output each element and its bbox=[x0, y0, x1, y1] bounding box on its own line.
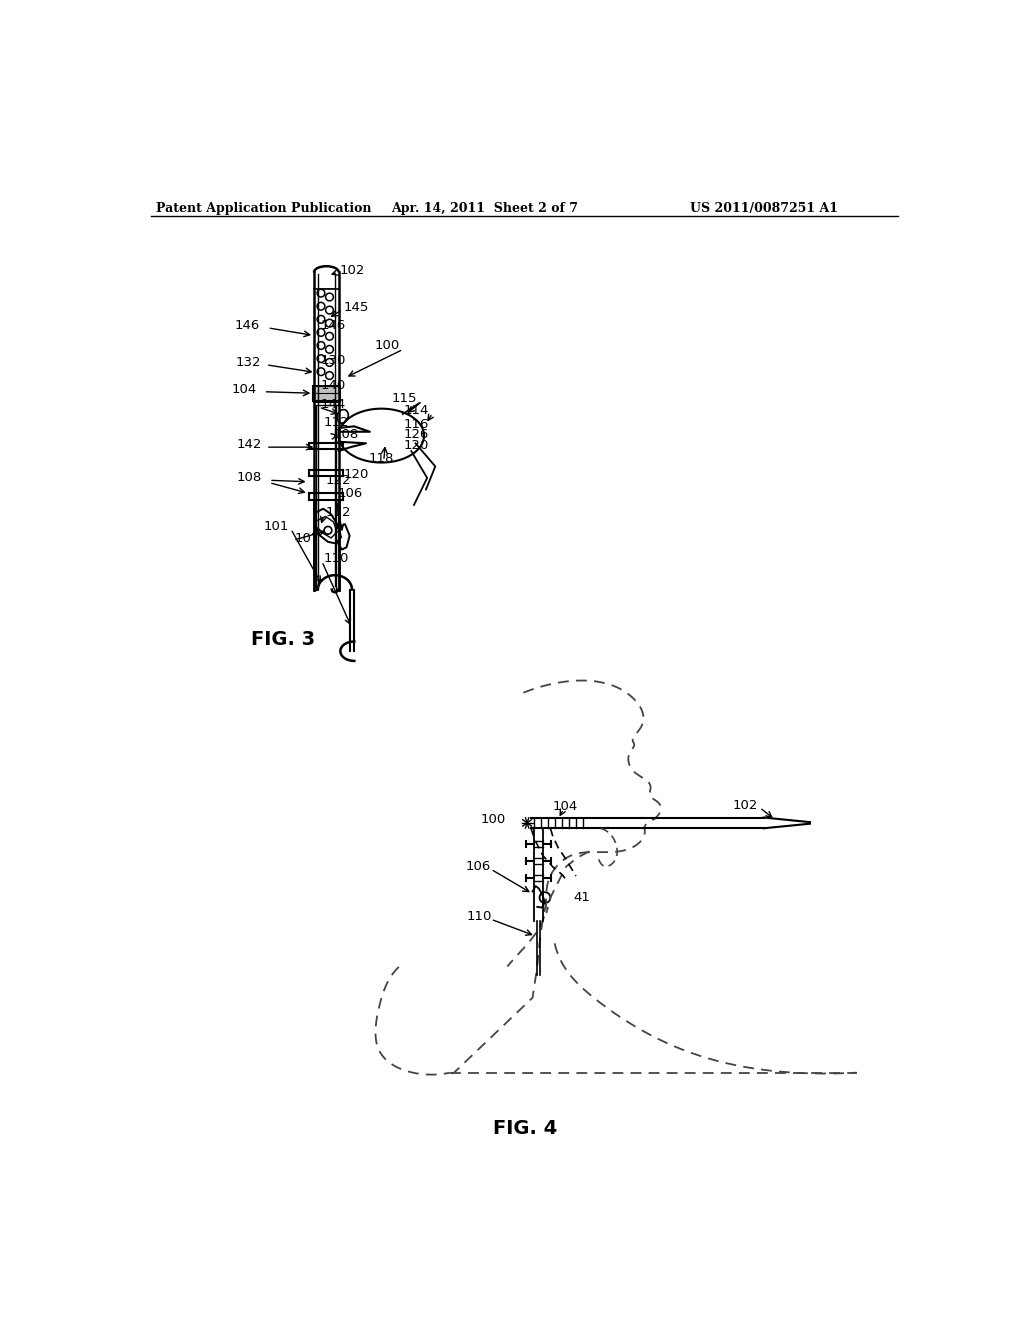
Text: 115: 115 bbox=[391, 392, 417, 405]
Text: FIG. 3: FIG. 3 bbox=[251, 630, 315, 649]
Text: 108: 108 bbox=[237, 471, 262, 484]
Text: FIG. 4: FIG. 4 bbox=[493, 1119, 557, 1138]
Text: 110: 110 bbox=[467, 911, 493, 924]
Text: 116: 116 bbox=[403, 417, 428, 430]
Text: 126: 126 bbox=[403, 428, 428, 441]
Text: 102: 102 bbox=[732, 799, 758, 812]
Text: 104: 104 bbox=[231, 383, 256, 396]
Text: 132: 132 bbox=[236, 356, 261, 370]
Text: 122: 122 bbox=[326, 474, 351, 487]
Text: 130: 130 bbox=[321, 354, 345, 367]
Text: 101: 101 bbox=[263, 520, 289, 533]
Text: 108: 108 bbox=[334, 428, 358, 441]
Text: 106: 106 bbox=[465, 861, 490, 874]
Text: 120: 120 bbox=[403, 440, 428, 453]
Ellipse shape bbox=[337, 409, 348, 424]
Bar bbox=[313, 385, 340, 401]
Text: 100: 100 bbox=[375, 339, 399, 352]
Text: 110: 110 bbox=[324, 552, 349, 565]
Text: 146: 146 bbox=[234, 319, 259, 333]
Text: 112: 112 bbox=[326, 506, 351, 519]
Text: 140: 140 bbox=[321, 379, 345, 392]
Text: 144: 144 bbox=[321, 399, 345, 412]
Text: 41: 41 bbox=[573, 891, 591, 904]
Text: 106: 106 bbox=[337, 487, 362, 500]
Text: 142: 142 bbox=[237, 438, 262, 451]
Text: 100: 100 bbox=[480, 813, 506, 825]
Text: 112: 112 bbox=[324, 416, 349, 429]
Text: Apr. 14, 2011  Sheet 2 of 7: Apr. 14, 2011 Sheet 2 of 7 bbox=[391, 202, 578, 215]
Text: US 2011/0087251 A1: US 2011/0087251 A1 bbox=[689, 202, 838, 215]
Text: 114: 114 bbox=[403, 404, 428, 417]
Text: Patent Application Publication: Patent Application Publication bbox=[156, 202, 372, 215]
Text: 102: 102 bbox=[340, 264, 365, 277]
Text: 145: 145 bbox=[343, 301, 369, 314]
Text: 107: 107 bbox=[295, 532, 319, 545]
Text: 120: 120 bbox=[343, 467, 369, 480]
Text: 118: 118 bbox=[369, 453, 393, 465]
Text: 146: 146 bbox=[321, 319, 345, 333]
Text: 104: 104 bbox=[553, 800, 578, 813]
